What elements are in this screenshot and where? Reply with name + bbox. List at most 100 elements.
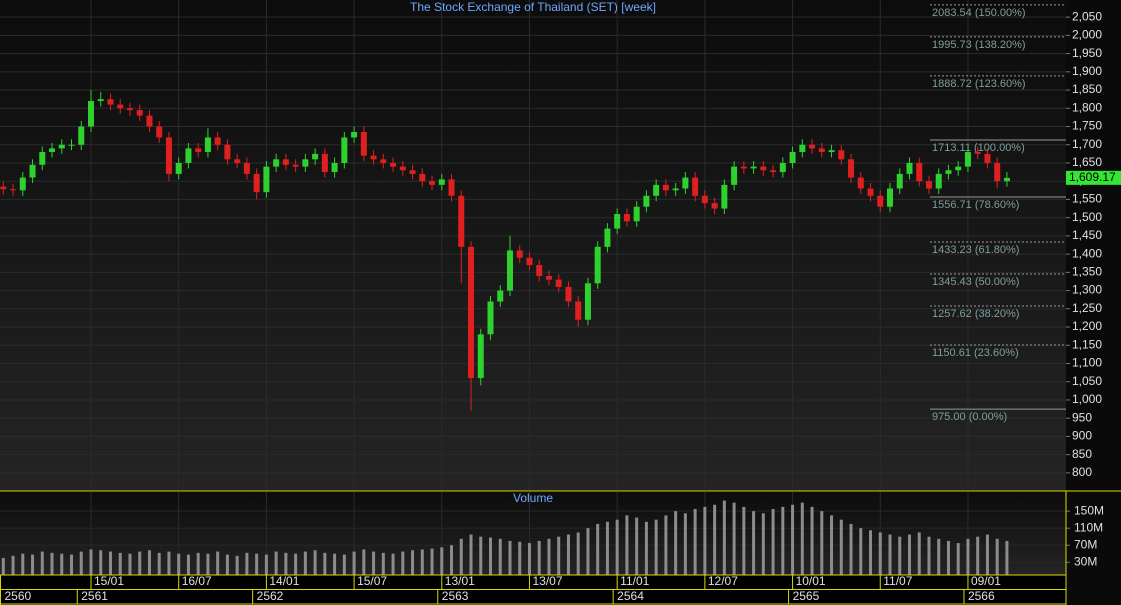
volume-bar — [430, 548, 434, 575]
volume-bar — [576, 532, 580, 575]
candle-body — [282, 159, 289, 165]
volume-bar — [771, 509, 775, 575]
volume-bar — [888, 534, 892, 575]
candle-body — [360, 131, 367, 156]
level-label: 1433.23 (61.80%) — [932, 244, 1019, 256]
candle-body — [487, 301, 494, 335]
volume-bar — [527, 543, 531, 575]
volume-bar — [849, 523, 853, 575]
x-tick-label: 10/01 — [796, 574, 826, 588]
volume-bar — [89, 549, 93, 575]
candle-body — [692, 177, 699, 196]
volume-bar — [362, 549, 366, 575]
candle-body — [925, 181, 932, 189]
volume-bar — [654, 519, 658, 575]
volume-bar — [420, 549, 424, 575]
candle-body — [594, 246, 601, 284]
volume-bar — [177, 553, 181, 575]
year-label: 2561 — [81, 589, 108, 603]
volume-bar — [323, 552, 327, 575]
volume-bar — [976, 536, 980, 575]
y-tick-label: 1,950 — [1072, 46, 1102, 60]
volume-bar — [1005, 540, 1009, 575]
year-label: 2560 — [5, 589, 32, 603]
candle-body — [575, 301, 582, 320]
volume-bar — [956, 543, 960, 575]
x-tick-label: 13/07 — [532, 574, 562, 588]
y-tick-label: 2,050 — [1072, 9, 1102, 23]
candle-body — [58, 144, 65, 149]
candle-body — [399, 166, 406, 171]
volume-bar — [352, 551, 356, 575]
candle-body — [321, 153, 328, 173]
candle-body — [273, 159, 280, 167]
candle-body — [623, 214, 630, 222]
volume-bar — [683, 513, 687, 575]
volume-bar — [70, 554, 74, 575]
volume-bar — [791, 504, 795, 575]
candle-body — [682, 177, 689, 189]
volume-bar — [255, 553, 259, 575]
year-label: 2564 — [617, 589, 644, 603]
year-label: 2563 — [442, 589, 469, 603]
candle-body — [390, 162, 397, 167]
candle-body — [662, 184, 669, 191]
candle-body — [633, 206, 640, 222]
volume-bar — [225, 554, 229, 575]
volume-bar — [489, 537, 492, 575]
chart-title: The Stock Exchange of Thailand (SET) [we… — [410, 0, 656, 14]
candle-body — [292, 164, 299, 167]
candle-body — [974, 152, 981, 154]
y-tick-label: 1,400 — [1072, 246, 1102, 260]
volume-bar — [508, 540, 512, 575]
y-tick-label: 110M — [1074, 520, 1103, 534]
volume-title: Volume — [513, 491, 553, 505]
volume-bar — [830, 515, 834, 575]
volume-bar — [381, 552, 385, 575]
candle-body — [750, 166, 757, 169]
volume-bar — [147, 550, 151, 575]
level-label: 1150.61 (23.60%) — [932, 347, 1019, 359]
candle-body — [0, 186, 7, 190]
volume-bar — [235, 555, 239, 575]
y-tick-label: 1,300 — [1072, 283, 1102, 297]
candle-body — [409, 170, 416, 174]
candle-body — [789, 152, 796, 163]
volume-bar — [342, 554, 346, 575]
volume-bar — [566, 534, 570, 575]
volume-bar — [216, 551, 220, 575]
candle-body — [701, 195, 708, 204]
volume-bar — [294, 553, 298, 575]
volume-bar — [937, 538, 941, 575]
candle-body — [643, 195, 650, 207]
volume-bar — [313, 550, 317, 575]
candle-body — [156, 126, 163, 138]
volume-bar — [800, 502, 804, 575]
volume-bar — [615, 519, 619, 575]
candle-body — [555, 279, 562, 287]
y-tick-label: 1,050 — [1072, 374, 1102, 388]
candle-body — [565, 286, 572, 302]
volume-bar — [167, 551, 171, 575]
candle-body — [984, 153, 991, 163]
y-tick-label: 1,000 — [1072, 392, 1102, 406]
x-tick-label: 15/01 — [94, 574, 124, 588]
volume-bar — [50, 552, 54, 575]
volume-bar — [927, 536, 931, 575]
volume-bar — [391, 553, 395, 575]
candle-body — [175, 162, 182, 174]
y-tick-label: 1,650 — [1072, 155, 1102, 169]
volume-bar — [245, 552, 249, 575]
candle-body — [234, 159, 241, 163]
year-label: 2565 — [793, 589, 820, 603]
volume-bar — [518, 541, 522, 575]
candle-body — [477, 334, 484, 379]
y-tick-label: 1,350 — [1072, 265, 1102, 279]
candle-body — [448, 179, 455, 196]
candle-body — [770, 170, 777, 173]
candle-body — [19, 177, 26, 191]
candle-body — [526, 257, 533, 266]
volume-bar — [878, 532, 882, 575]
candle-body — [828, 150, 835, 153]
candle-body — [195, 148, 202, 153]
